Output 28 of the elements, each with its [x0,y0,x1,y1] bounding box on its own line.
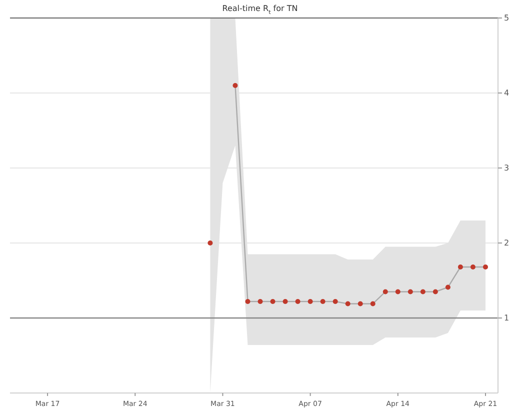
point [245,299,250,304]
point [395,289,400,294]
point [332,299,338,304]
point [420,289,426,294]
y-tick-label: 3 [504,164,510,173]
point [270,299,276,304]
y-tick-label: 2 [504,238,510,248]
point [445,284,450,290]
point [482,264,488,270]
chart-title: Real-time R$_{t}$ for TN [222,4,298,16]
point [408,289,413,294]
point [258,299,263,304]
y-tick-label: 1 [504,314,510,323]
point [308,299,313,304]
point [320,299,326,304]
y-tick-label: 5 [504,14,510,23]
point [232,83,238,88]
point [358,301,363,306]
y-tick-label: 4 [504,88,510,98]
point [370,301,376,306]
point [432,289,438,294]
point [282,299,288,304]
point [295,299,300,304]
point [345,301,350,306]
point [208,240,213,246]
point [382,289,388,294]
point [458,264,463,270]
point [470,264,476,270]
